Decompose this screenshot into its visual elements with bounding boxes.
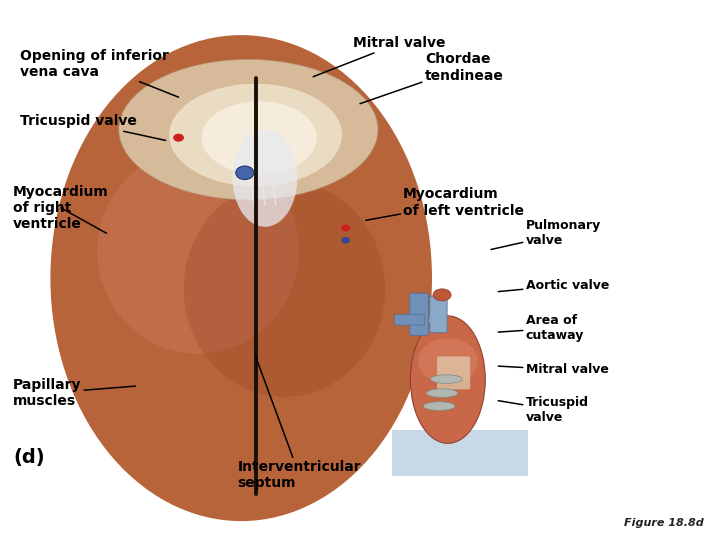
Text: Aortic valve: Aortic valve — [498, 279, 609, 292]
Text: Pulmonary
valve: Pulmonary valve — [491, 219, 601, 249]
Text: Figure 18.8d: Figure 18.8d — [624, 518, 704, 528]
Ellipse shape — [173, 133, 184, 141]
Ellipse shape — [341, 225, 350, 231]
Text: Tricuspid valve: Tricuspid valve — [20, 114, 166, 140]
Ellipse shape — [433, 289, 451, 301]
Text: Mitral valve: Mitral valve — [498, 363, 608, 376]
Ellipse shape — [418, 339, 478, 383]
Text: Mitral valve: Mitral valve — [313, 36, 445, 77]
Text: Chordae
tendineae: Chordae tendineae — [360, 52, 504, 104]
Ellipse shape — [341, 237, 350, 244]
Text: Area of
cutaway: Area of cutaway — [498, 314, 584, 342]
FancyBboxPatch shape — [430, 296, 447, 333]
Ellipse shape — [119, 59, 378, 200]
FancyBboxPatch shape — [410, 293, 428, 335]
Text: Tricuspid
valve: Tricuspid valve — [498, 396, 589, 424]
Text: Papillary
muscles: Papillary muscles — [13, 378, 135, 408]
Text: Myocardium
of right
ventricle: Myocardium of right ventricle — [13, 185, 109, 233]
Ellipse shape — [202, 102, 317, 174]
Ellipse shape — [236, 166, 254, 179]
Polygon shape — [392, 430, 528, 476]
Text: Myocardium
of left ventricle: Myocardium of left ventricle — [366, 187, 524, 220]
FancyBboxPatch shape — [395, 314, 425, 325]
FancyBboxPatch shape — [437, 356, 470, 389]
Ellipse shape — [97, 148, 299, 354]
Ellipse shape — [410, 316, 485, 443]
Ellipse shape — [50, 35, 432, 521]
Text: Opening of inferior
vena cava: Opening of inferior vena cava — [20, 49, 179, 97]
Ellipse shape — [184, 181, 385, 397]
Ellipse shape — [426, 389, 458, 397]
Ellipse shape — [233, 130, 297, 227]
Text: Interventricular
septum: Interventricular septum — [238, 356, 361, 490]
Text: (d): (d) — [13, 448, 45, 468]
Ellipse shape — [431, 375, 462, 383]
Ellipse shape — [169, 84, 342, 186]
Ellipse shape — [423, 402, 455, 410]
